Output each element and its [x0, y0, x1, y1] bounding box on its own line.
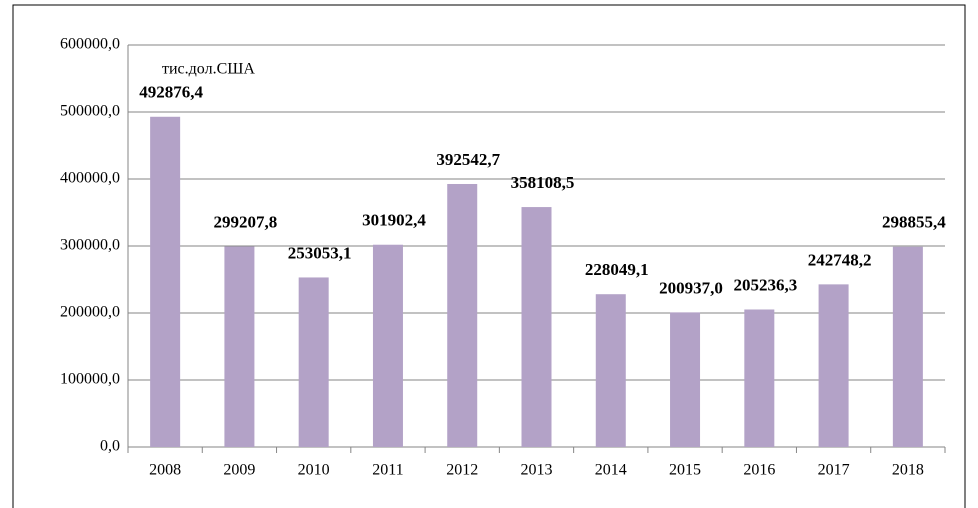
value-label: 298855,4 — [882, 213, 946, 232]
y-tick-label: 0,0 — [100, 438, 120, 455]
x-tick-label: 2016 — [743, 462, 775, 479]
value-label: 392542,7 — [436, 150, 500, 169]
x-tick-label: 2008 — [149, 462, 181, 479]
y-tick-label: 200000,0 — [60, 304, 120, 321]
bar — [150, 116, 181, 447]
bar — [595, 294, 626, 447]
value-label: 253053,1 — [288, 243, 352, 262]
x-tick-label: 2012 — [446, 462, 478, 479]
y-tick-label: 400000,0 — [60, 170, 120, 187]
bar — [447, 183, 478, 447]
unit-annotation: тис.дол.США — [162, 61, 255, 78]
value-label: 200937,0 — [659, 278, 723, 297]
value-label: 299207,8 — [214, 212, 278, 231]
y-tick-label: 600000,0 — [60, 36, 120, 53]
x-tick-label: 2011 — [372, 462, 403, 479]
y-tick-label: 500000,0 — [60, 103, 120, 120]
value-label: 228049,1 — [585, 260, 649, 279]
x-tick-label: 2013 — [521, 462, 553, 479]
bar — [892, 246, 923, 447]
bar — [818, 284, 849, 447]
bar — [670, 312, 701, 447]
bar — [224, 246, 255, 447]
value-label: 492876,4 — [139, 83, 203, 102]
x-tick-label: 2014 — [595, 462, 627, 479]
bar — [744, 309, 775, 447]
y-tick-label: 300000,0 — [60, 237, 120, 254]
value-label: 301902,4 — [362, 211, 426, 230]
bar — [372, 244, 403, 447]
value-label: 242748,2 — [808, 250, 872, 269]
x-tick-label: 2009 — [223, 462, 255, 479]
chart-border — [12, 4, 966, 508]
value-label: 205236,3 — [733, 275, 797, 294]
bar — [298, 277, 329, 447]
x-tick-label: 2015 — [669, 462, 701, 479]
x-tick-label: 2017 — [818, 462, 850, 479]
bar — [521, 207, 552, 447]
y-tick-label: 100000,0 — [60, 371, 120, 388]
x-tick-label: 2018 — [892, 462, 924, 479]
value-label: 358108,5 — [511, 173, 575, 192]
x-tick-label: 2010 — [298, 462, 330, 479]
